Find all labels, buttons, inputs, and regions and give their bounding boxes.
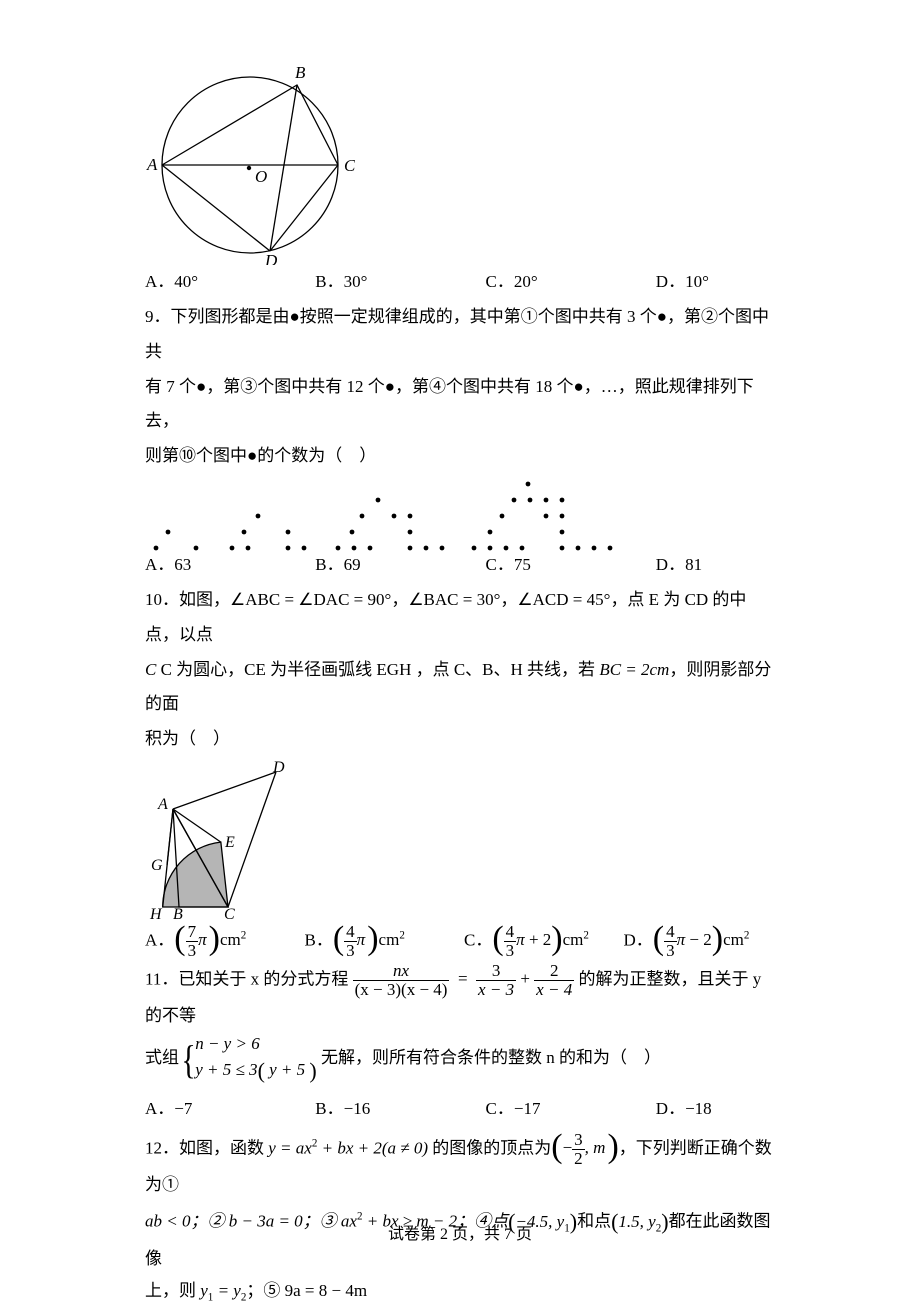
q12-line3: 上，则 y1 = y2；⑤ 9a = 8 − 4m [145, 1274, 775, 1309]
q10-line2a: C [145, 660, 161, 679]
q9-c-value: 75 [514, 555, 531, 574]
q12-after-func: 的图像的顶点为 [428, 1138, 551, 1157]
q9-b-value: 69 [344, 555, 361, 574]
q10-line1: 10．如图，∠ABC = ∠DAC = 90°，∠BAC = 30°，∠ACD … [145, 583, 775, 653]
q9-option-a: A．63 [145, 548, 315, 583]
q10-eq1: ∠ABC = ∠DAC = 90° [230, 590, 391, 609]
q10-line3: 积为（ ） [145, 722, 775, 757]
q12-func: y = ax [268, 1138, 312, 1157]
q10-option-a: A．(73π)cm2 [145, 923, 305, 960]
svg-text:A: A [157, 796, 168, 813]
q9-figure [145, 474, 775, 554]
q11-brace-top: n − y > 6 [195, 1033, 317, 1056]
q10-options: A．(73π)cm2 B．(43π)cm2 C．(43π + 2)cm2 D．(… [145, 923, 775, 960]
q8-option-b: B．30° [315, 265, 485, 300]
q10-figure: A D E G H B C [145, 757, 285, 919]
q11-option-c: C．−17 [486, 1092, 656, 1127]
q11-option-a: A．−7 [145, 1092, 315, 1127]
q10-a-den: 3 [186, 942, 199, 960]
q12-vx-den: 2 [572, 1150, 585, 1168]
svg-text:E: E [224, 834, 235, 851]
q10-option-d: D．(43π − 2)cm2 [624, 923, 776, 960]
q10-b-num: 4 [344, 923, 357, 942]
q12-func2: + bx + 2(a ≠ 0) [317, 1138, 428, 1157]
q8-b-value: 30° [344, 272, 368, 291]
q10-option-c: C．(43π + 2)cm2 [464, 923, 624, 960]
q10-intro: 10．如图， [145, 590, 230, 609]
q9-options: A．63 B．69 C．75 D．81 [145, 548, 775, 583]
q9-option-d: D．81 [656, 548, 775, 583]
q8-option-a: A．40° [145, 265, 315, 300]
q11-b-value: −16 [344, 1099, 371, 1118]
q11-rhs2-num: 2 [534, 962, 574, 981]
q11-a-value: −7 [174, 1099, 192, 1118]
q12-line1: 12．如图，函数 y = ax 2 + bx + 2(a ≠ 0) 的图像的顶点为… [145, 1131, 775, 1203]
q10-eq2: ∠BAC = 30° [408, 590, 500, 609]
q11-eq-den: (x − 3)(x − 4) [353, 981, 450, 999]
q9-option-b: B．69 [315, 548, 485, 583]
q11-rhs1-num: 3 [476, 962, 516, 981]
q10-d-extra: − 2 [689, 930, 711, 949]
q10-bc: BC = 2cm [599, 660, 669, 679]
svg-text:B: B [173, 906, 183, 919]
q10-line2-text: C 为圆心，CE 为半径画弧线 EGH ，点 C、B、H 共线，若 [161, 660, 600, 679]
q10-d-num: 4 [664, 923, 677, 942]
q10-c-num: 4 [504, 923, 517, 942]
svg-text:B: B [295, 63, 306, 82]
q8-figure: O A B C D [145, 60, 355, 265]
q12-intro: 12．如图，函数 [145, 1138, 268, 1157]
q9-line2: 有 7 个●，第③个图中共有 12 个●，第④个图中共有 18 个●，…，照此规… [145, 370, 775, 440]
q10-option-b: B．(43π)cm2 [305, 923, 465, 960]
q10-eq3: ∠ACD = 45° [517, 590, 610, 609]
q11-after-brace: 无解，则所有符合条件的整数 n 的和为（ ） [321, 1049, 661, 1068]
q11-intro: 11．已知关于 x 的分式方程 [145, 969, 348, 988]
q12-y1: y [200, 1281, 208, 1300]
svg-text:C: C [344, 156, 355, 175]
q11-options: A．−7 B．−16 C．−17 D．−18 [145, 1092, 775, 1127]
q11-eq-num: nx [353, 962, 450, 981]
svg-text:H: H [149, 906, 163, 919]
q11-line2: 式组{ n − y > 6 y + 5 ≤ 3( y + 5 ) 无解，则所有符… [145, 1033, 775, 1086]
q11-brace-bot-left: y + 5 ≤ 3 [195, 1060, 257, 1079]
q12-l3a: 上，则 [145, 1281, 200, 1300]
exam-page: O A B C D A．40° B．30° C．20° D．10° 9．下列图形… [0, 0, 920, 1302]
q12-vm: , m [585, 1138, 606, 1157]
q8-options: A．40° B．30° C．20° D．10° [145, 265, 775, 300]
svg-text:O: O [255, 167, 267, 186]
q11-line2a: 式组 [145, 1049, 179, 1068]
q9-line1: 9．下列图形都是由●按照一定规律组成的，其中第①个图中共有 3 个●，第②个图中… [145, 300, 775, 370]
q10-c-extra: + 2 [529, 930, 551, 949]
q12-vertex-neg: − [563, 1138, 573, 1157]
q8-a-value: 40° [174, 272, 198, 291]
q11-d-value: −18 [685, 1099, 712, 1118]
q11-c-value: −17 [514, 1099, 541, 1118]
q9-a-value: 63 [174, 555, 191, 574]
q8-d-value: 10° [685, 272, 709, 291]
q11-line1: 11．已知关于 x 的分式方程 nx(x − 3)(x − 4) = 3x − … [145, 962, 775, 1034]
q11-option-d: D．−18 [656, 1092, 775, 1127]
q9-d-value: 81 [685, 555, 702, 574]
q8-option-d: D．10° [656, 265, 775, 300]
q11-rhs1-den: x − 3 [476, 981, 516, 999]
q12-y1y2-eq: = y [213, 1281, 241, 1300]
q10-line2: C C 为圆心，CE 为半径画弧线 EGH ，点 C、B、H 共线，若 BC =… [145, 653, 775, 723]
q10-a-num: 7 [186, 923, 199, 942]
q12-l3b: ；⑤ 9a = 8 − 4m [246, 1281, 367, 1300]
q9-line3: 则第⑩个图中●的个数为（ ） [145, 439, 775, 474]
svg-text:D: D [264, 251, 278, 265]
q12-vx-num: 3 [572, 1131, 585, 1150]
q8-option-c: C．20° [486, 265, 656, 300]
svg-text:A: A [146, 155, 158, 174]
q10-c-den: 3 [504, 942, 517, 960]
q11-option-b: B．−16 [315, 1092, 485, 1127]
svg-text:G: G [151, 857, 163, 874]
q8-c-value: 20° [514, 272, 538, 291]
q10-b-den: 3 [344, 942, 357, 960]
q9-option-c: C．75 [486, 548, 656, 583]
svg-text:C: C [224, 906, 235, 919]
svg-text:D: D [272, 759, 285, 776]
q10-d-den: 3 [664, 942, 677, 960]
q11-rhs2-den: x − 4 [534, 981, 574, 999]
page-footer: 试卷第 2 页，共 7 页 [0, 1219, 920, 1252]
